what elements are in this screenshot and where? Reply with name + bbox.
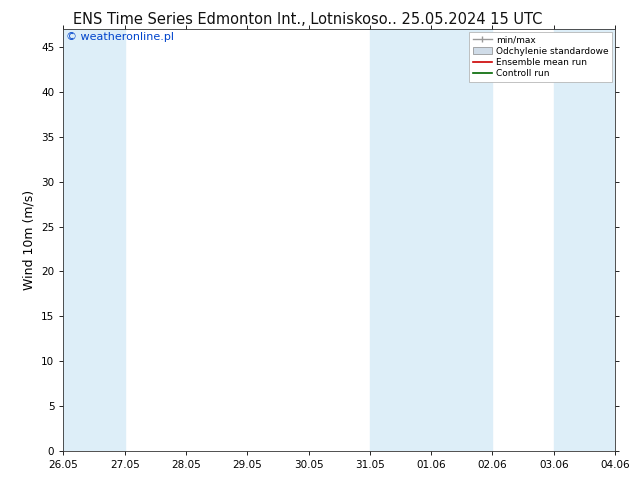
Bar bbox=[370, 29, 493, 451]
Text: © weatheronline.pl: © weatheronline.pl bbox=[66, 31, 174, 42]
Text: so.. 25.05.2024 15 UTC: so.. 25.05.2024 15 UTC bbox=[371, 12, 542, 27]
Y-axis label: Wind 10m (m/s): Wind 10m (m/s) bbox=[23, 190, 36, 290]
Legend: min/max, Odchylenie standardowe, Ensemble mean run, Controll run: min/max, Odchylenie standardowe, Ensembl… bbox=[469, 32, 612, 82]
Text: ENS Time Series Edmonton Int., Lotnisko: ENS Time Series Edmonton Int., Lotnisko bbox=[73, 12, 371, 27]
Bar bbox=[63, 29, 125, 451]
Bar bbox=[553, 29, 634, 451]
